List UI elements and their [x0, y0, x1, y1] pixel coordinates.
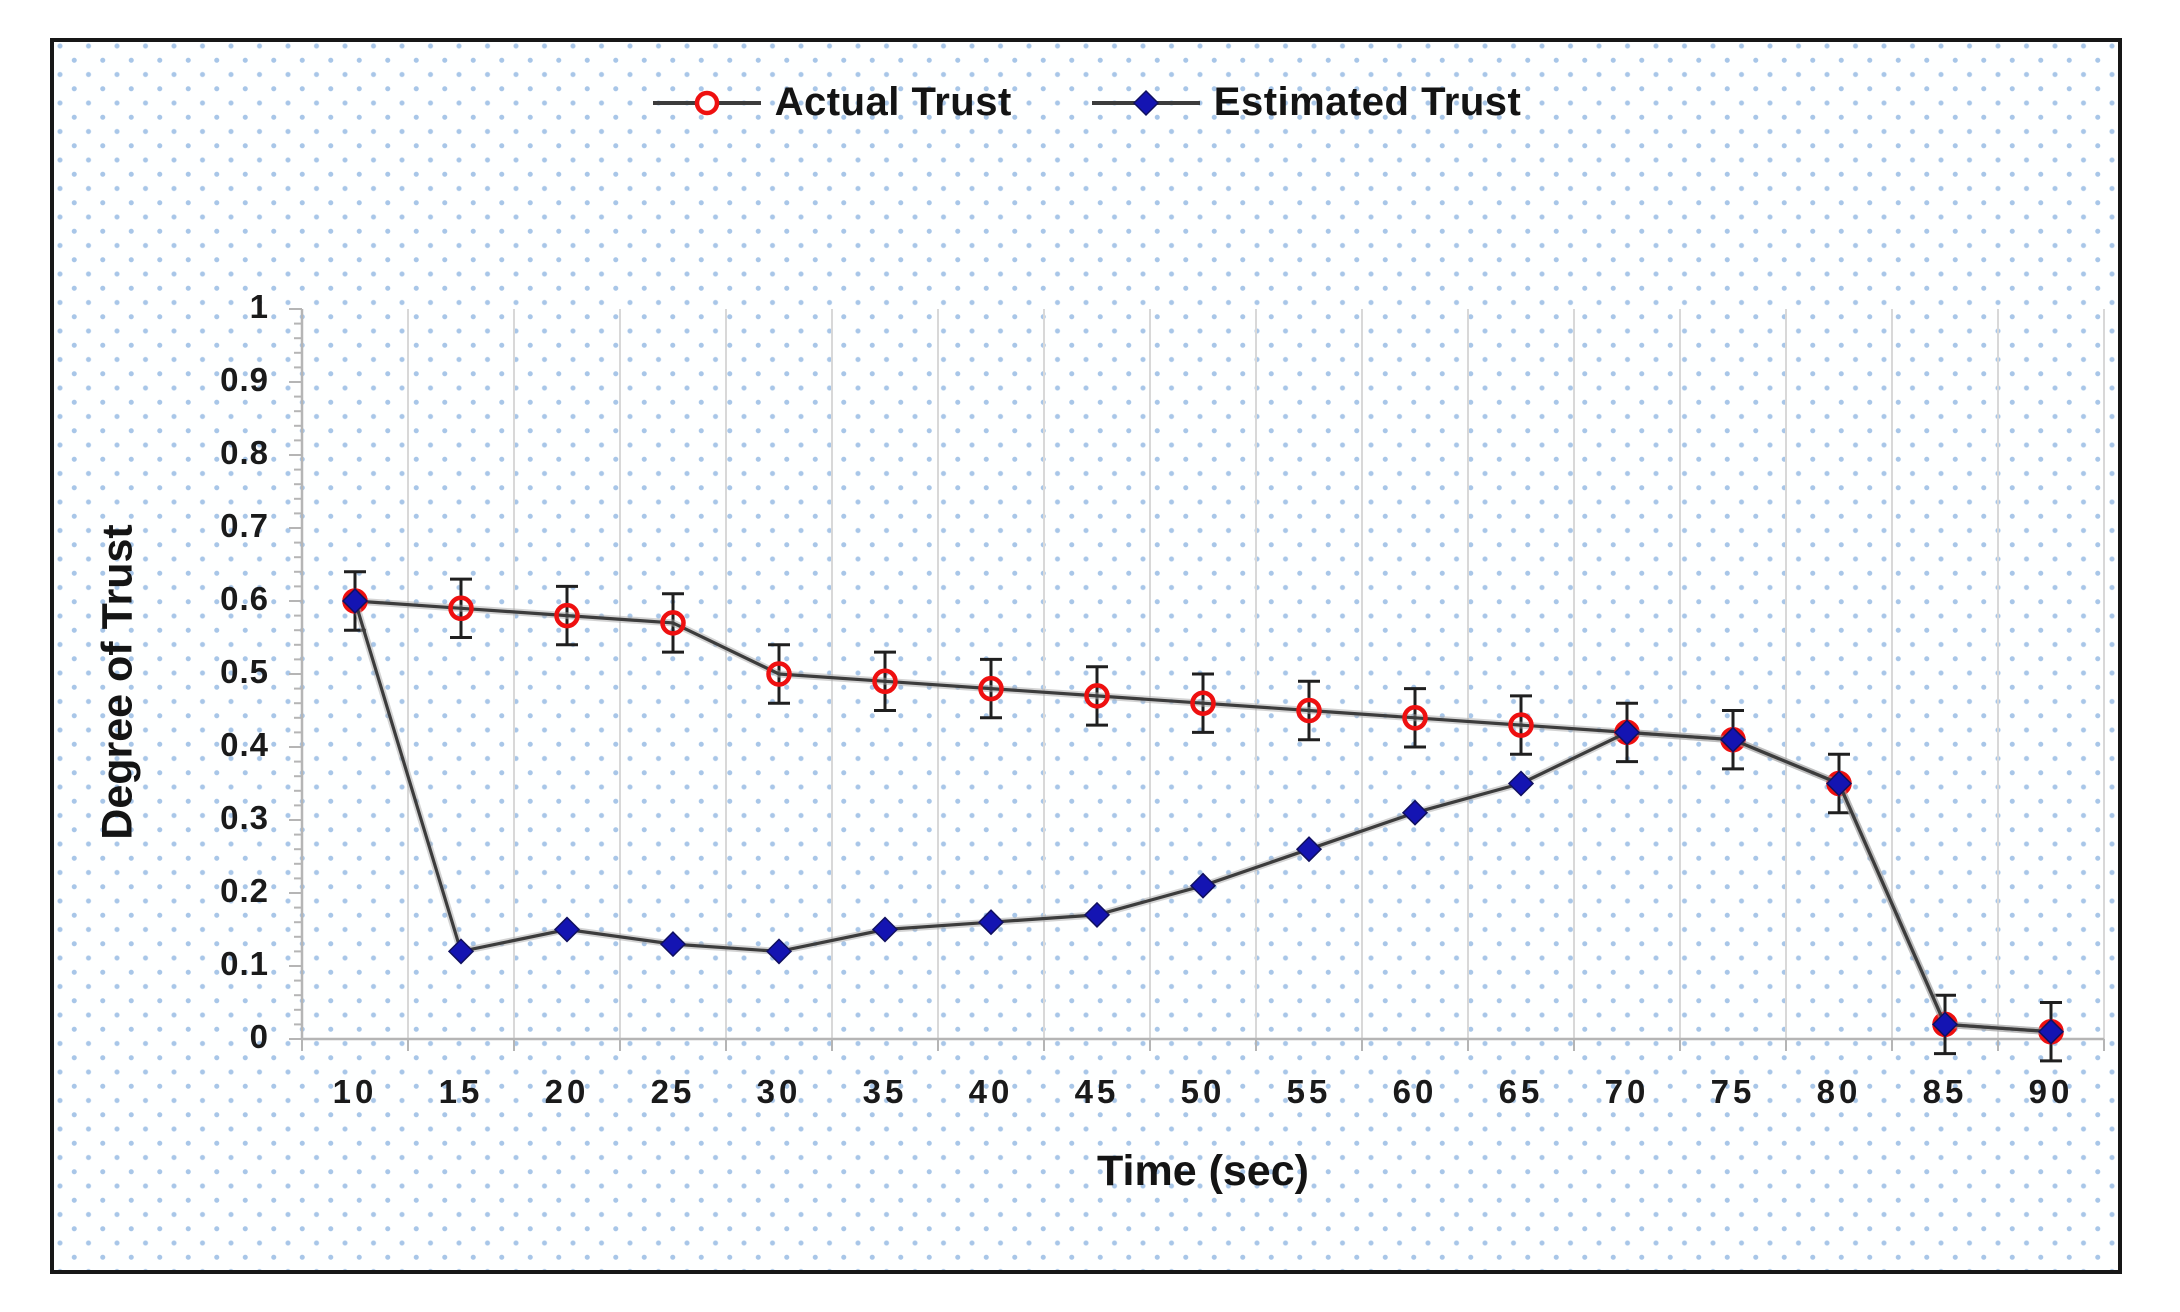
y-tick-label: 0.5 [220, 653, 269, 690]
y-tick-label: 0.8 [220, 434, 269, 471]
x-tick-label: 15 [438, 1073, 484, 1110]
x-tick-label: 10 [332, 1073, 378, 1110]
x-tick-label: 30 [756, 1073, 802, 1110]
y-tick-label: 1 [249, 288, 269, 325]
x-tick-label: 80 [1816, 1073, 1862, 1110]
x-tick-label: 90 [2028, 1073, 2074, 1110]
estimated-trust-diamond-icon [1091, 89, 1200, 116]
x-tick-label: 35 [862, 1073, 908, 1110]
y-tick-label: 0.7 [220, 507, 269, 544]
x-tick-label: 50 [1180, 1073, 1226, 1110]
x-tick-label: 85 [1922, 1073, 1968, 1110]
legend-item-actual-trust: Actual Trust [651, 80, 1012, 125]
y-tick-label: 0.4 [220, 726, 269, 763]
actual-trust-open-circle-icon [652, 90, 761, 115]
x-tick-label: 40 [968, 1073, 1014, 1110]
x-tick-label: 70 [1604, 1073, 1650, 1110]
y-tick-label: 0.9 [220, 361, 269, 398]
x-axis-title: Time (sec) [1097, 1147, 1309, 1195]
y-tick-label: 0 [249, 1018, 269, 1055]
legend: Actual Trust Estimated Trust [54, 80, 2118, 125]
x-tick-label: 20 [544, 1073, 590, 1110]
y-tick-label: 0.3 [220, 799, 269, 836]
x-tick-label: 55 [1286, 1073, 1332, 1110]
chart-area: Actual Trust Estimated Trust Degree of T… [50, 38, 2122, 1274]
legend-label-actual-trust: Actual Trust [774, 80, 1012, 124]
y-tick-label: 0.2 [220, 872, 269, 909]
x-tick-label: 60 [1392, 1073, 1438, 1110]
x-tick-label: 25 [650, 1073, 696, 1110]
x-tick-label: 45 [1074, 1073, 1120, 1110]
legend-item-estimated-trust: Estimated Trust [1090, 80, 1522, 125]
legend-label-estimated-trust: Estimated Trust [1213, 80, 1522, 124]
x-tick-label: 75 [1710, 1073, 1756, 1110]
x-tick-label: 65 [1498, 1073, 1544, 1110]
plot-area [289, 308, 2105, 1063]
y-tick-label: 0.6 [220, 580, 269, 617]
y-tick-label: 0.1 [220, 945, 269, 982]
